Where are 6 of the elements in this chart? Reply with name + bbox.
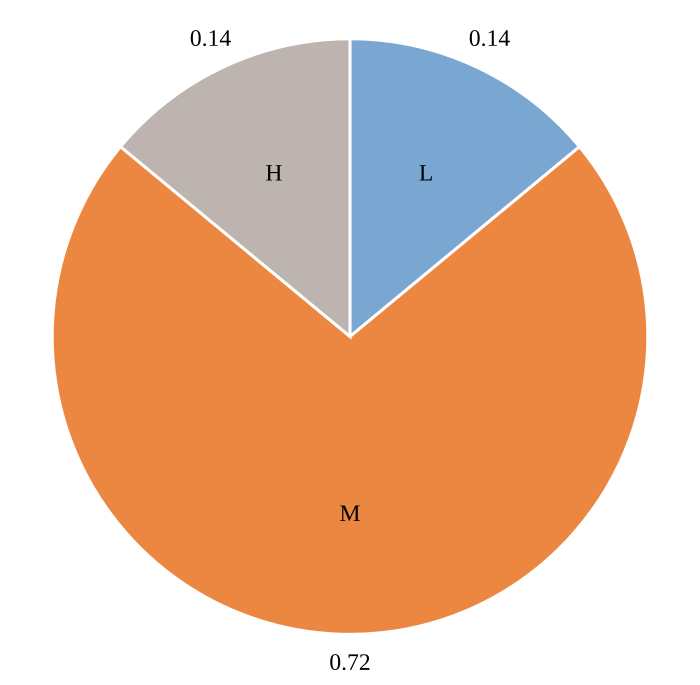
- slice-label: M: [340, 505, 360, 521]
- data-label: 0.14: [470, 30, 510, 46]
- data-label: 0.14: [190, 30, 231, 46]
- slice-label: L: [420, 165, 432, 181]
- data-label: 0.72: [330, 654, 370, 670]
- slice-label: H: [266, 165, 282, 181]
